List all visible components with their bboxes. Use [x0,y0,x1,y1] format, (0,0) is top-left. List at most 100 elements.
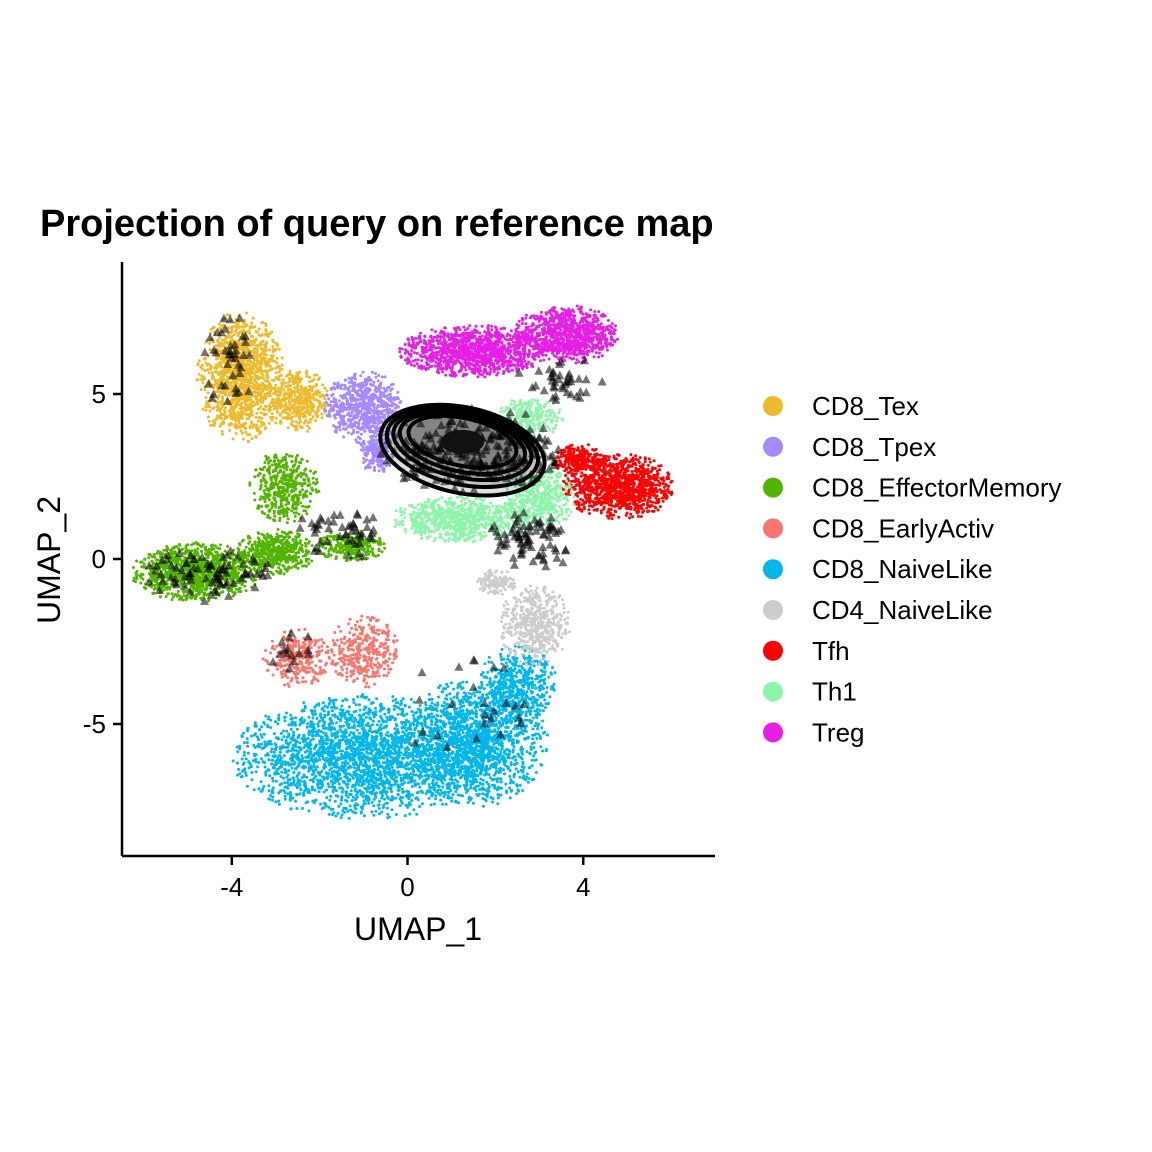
point [306,405,310,409]
point [241,377,245,381]
point [195,553,199,557]
point [362,441,366,445]
point [308,384,312,388]
point [267,466,271,470]
point [239,429,243,433]
point [255,411,259,415]
point [290,376,294,379]
point [218,424,222,428]
point [372,406,376,409]
point [269,478,273,482]
point [284,509,288,512]
point [135,573,139,577]
point [293,377,297,381]
point [295,371,299,375]
point [135,559,139,563]
point [306,421,310,424]
point [300,560,304,564]
point [323,405,327,409]
point [201,363,204,367]
point [274,421,278,425]
point [244,545,248,549]
point [350,406,353,410]
point [305,371,308,375]
point [254,370,258,374]
point [208,409,212,413]
point [300,377,304,381]
point [280,381,284,385]
point [350,376,354,380]
point [283,630,286,634]
point [251,325,255,329]
point [248,481,252,485]
point [256,474,260,478]
point [312,471,316,475]
point [275,393,279,397]
point [363,379,367,383]
point [261,383,264,387]
point [325,393,329,397]
point [155,580,159,584]
point [248,342,252,345]
point [292,390,296,394]
point [305,550,308,554]
point [259,376,263,380]
point [272,518,276,522]
point [373,393,377,397]
point [259,480,263,484]
point [265,373,269,377]
point [255,356,259,360]
point [162,548,166,552]
point [377,543,381,546]
point [367,466,371,470]
point [376,553,380,557]
point [294,420,298,424]
point [280,356,284,360]
point [191,595,195,599]
point [239,414,243,418]
point [232,570,236,574]
point [279,391,282,395]
point [356,430,360,434]
point [287,502,291,505]
point [296,395,300,399]
point [193,586,197,590]
point [366,411,370,415]
point [231,594,235,598]
point [388,464,392,467]
point [363,547,366,551]
point [239,568,243,572]
point [272,379,276,382]
point [261,374,265,377]
point [287,554,291,558]
point [255,429,259,433]
point [310,544,314,548]
point [391,409,394,413]
point [290,454,294,458]
point [264,404,267,408]
point [182,552,186,556]
point [353,424,357,428]
point [199,579,203,583]
point [255,347,259,351]
point [250,420,253,424]
point [312,675,316,679]
point [294,559,298,563]
point [294,535,298,539]
point [272,486,276,489]
point [213,544,217,548]
point [150,555,154,559]
point [291,404,295,408]
point [274,505,278,509]
point [207,548,211,551]
point [171,595,175,599]
point [271,350,275,354]
point [243,584,247,588]
point [303,541,307,545]
point [263,548,267,551]
point [310,559,314,563]
point [236,416,240,420]
point [293,394,297,398]
point [282,572,286,576]
point [210,371,214,375]
